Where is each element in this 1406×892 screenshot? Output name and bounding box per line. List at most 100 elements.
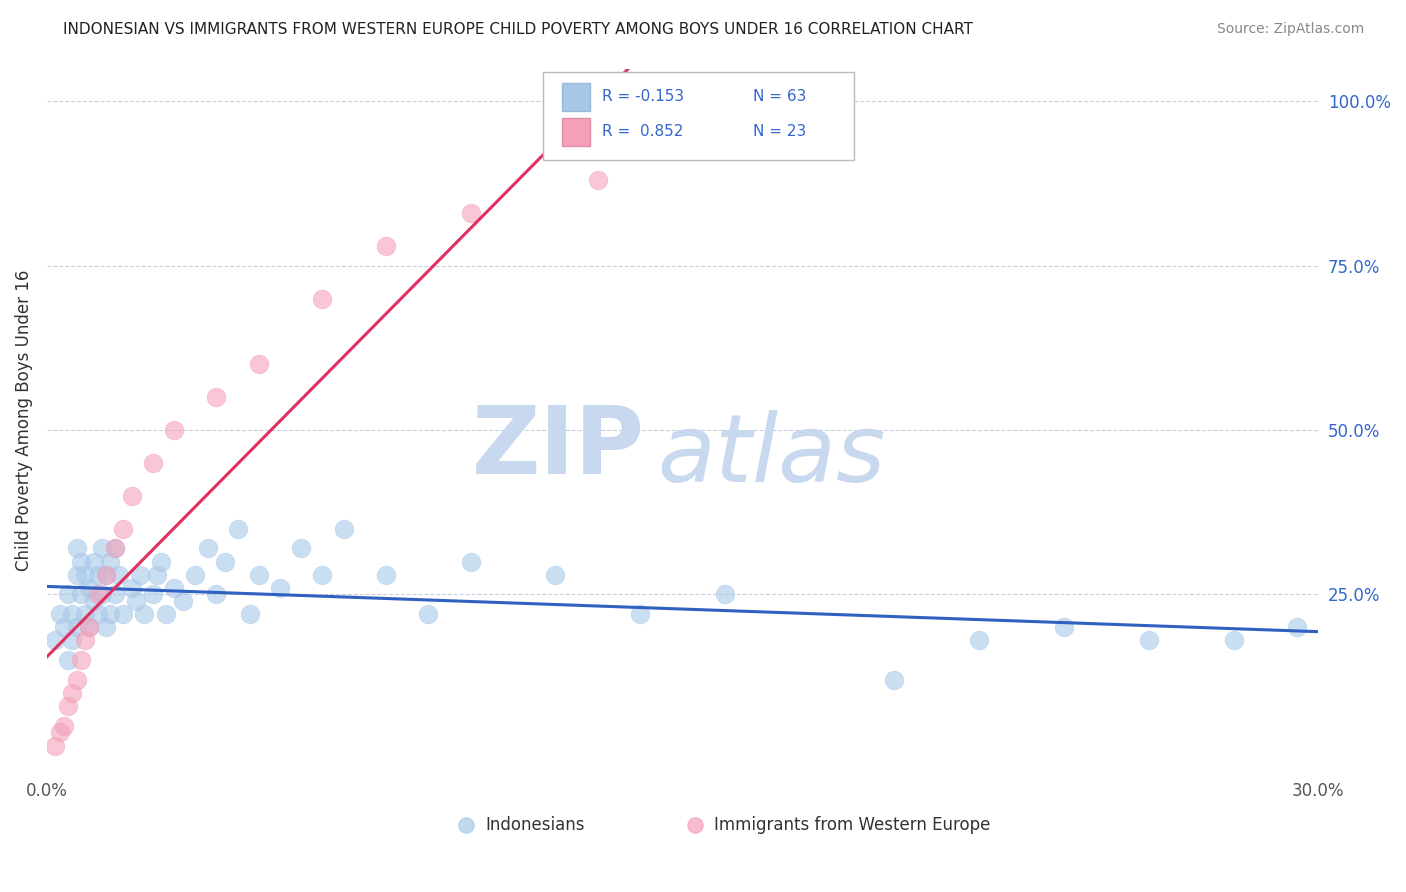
Point bbox=[311, 292, 333, 306]
Point bbox=[56, 653, 79, 667]
Point bbox=[65, 673, 87, 687]
Point bbox=[205, 390, 228, 404]
Text: N = 63: N = 63 bbox=[752, 89, 806, 104]
Text: Indonesians: Indonesians bbox=[485, 815, 585, 834]
Point bbox=[69, 555, 91, 569]
Point bbox=[121, 489, 143, 503]
Point bbox=[44, 739, 66, 753]
Point bbox=[460, 555, 482, 569]
Point bbox=[96, 567, 118, 582]
Point bbox=[73, 607, 96, 621]
Point bbox=[172, 594, 194, 608]
Point bbox=[163, 581, 186, 595]
Point bbox=[1137, 633, 1160, 648]
Point bbox=[104, 587, 127, 601]
Point bbox=[883, 673, 905, 687]
Point bbox=[83, 555, 105, 569]
Text: R = -0.153: R = -0.153 bbox=[603, 89, 685, 104]
Point bbox=[60, 607, 83, 621]
Point bbox=[247, 357, 270, 371]
Point bbox=[146, 567, 169, 582]
Point bbox=[77, 620, 100, 634]
Point bbox=[460, 206, 482, 220]
Point bbox=[73, 633, 96, 648]
Point bbox=[91, 587, 114, 601]
Point bbox=[96, 620, 118, 634]
Point bbox=[129, 567, 152, 582]
Point bbox=[87, 567, 110, 582]
Point bbox=[142, 456, 165, 470]
Point bbox=[184, 567, 207, 582]
Point bbox=[332, 522, 354, 536]
Point bbox=[142, 587, 165, 601]
Point bbox=[65, 541, 87, 556]
Point bbox=[100, 607, 122, 621]
Point bbox=[48, 607, 70, 621]
Point bbox=[239, 607, 262, 621]
Point bbox=[91, 541, 114, 556]
Point bbox=[87, 587, 110, 601]
Point bbox=[121, 581, 143, 595]
Point bbox=[290, 541, 312, 556]
Point bbox=[226, 522, 249, 536]
Point bbox=[48, 725, 70, 739]
Point bbox=[52, 620, 75, 634]
Point bbox=[104, 541, 127, 556]
Point bbox=[96, 567, 118, 582]
Point bbox=[56, 587, 79, 601]
FancyBboxPatch shape bbox=[543, 72, 855, 160]
Point bbox=[56, 699, 79, 714]
Point bbox=[967, 633, 990, 648]
Point bbox=[125, 594, 148, 608]
Point bbox=[60, 686, 83, 700]
Point bbox=[100, 555, 122, 569]
Text: INDONESIAN VS IMMIGRANTS FROM WESTERN EUROPE CHILD POVERTY AMONG BOYS UNDER 16 C: INDONESIAN VS IMMIGRANTS FROM WESTERN EU… bbox=[63, 22, 973, 37]
Point bbox=[77, 581, 100, 595]
Point bbox=[112, 522, 135, 536]
Point bbox=[52, 719, 75, 733]
Point bbox=[197, 541, 219, 556]
Point bbox=[163, 423, 186, 437]
Point bbox=[134, 607, 156, 621]
Point bbox=[108, 567, 131, 582]
Point bbox=[374, 567, 396, 582]
Text: N = 23: N = 23 bbox=[752, 124, 806, 139]
Point bbox=[1222, 633, 1244, 648]
Point bbox=[155, 607, 177, 621]
Point bbox=[150, 555, 173, 569]
Point bbox=[374, 239, 396, 253]
Point bbox=[77, 620, 100, 634]
Point bbox=[418, 607, 440, 621]
Bar bbox=[562, 83, 589, 111]
Text: ZIP: ZIP bbox=[471, 402, 644, 494]
Text: Immigrants from Western Europe: Immigrants from Western Europe bbox=[714, 815, 991, 834]
Point bbox=[214, 555, 236, 569]
Point bbox=[671, 107, 693, 121]
Y-axis label: Child Poverty Among Boys Under 16: Child Poverty Among Boys Under 16 bbox=[15, 269, 32, 571]
Bar bbox=[562, 118, 589, 146]
Point bbox=[714, 587, 737, 601]
Point bbox=[628, 607, 651, 621]
Point bbox=[311, 567, 333, 582]
Text: Source: ZipAtlas.com: Source: ZipAtlas.com bbox=[1216, 22, 1364, 37]
Point bbox=[65, 620, 87, 634]
Point bbox=[205, 587, 228, 601]
Text: atlas: atlas bbox=[657, 409, 886, 501]
Point bbox=[586, 173, 609, 187]
Point bbox=[69, 587, 91, 601]
Point bbox=[73, 567, 96, 582]
Point bbox=[83, 594, 105, 608]
Point bbox=[60, 633, 83, 648]
Text: R =  0.852: R = 0.852 bbox=[603, 124, 683, 139]
Point bbox=[1053, 620, 1076, 634]
Point bbox=[269, 581, 291, 595]
Point bbox=[87, 607, 110, 621]
Point bbox=[1286, 620, 1309, 634]
Point bbox=[112, 607, 135, 621]
Point bbox=[44, 633, 66, 648]
Point bbox=[544, 567, 567, 582]
Point bbox=[69, 653, 91, 667]
Point bbox=[104, 541, 127, 556]
Point bbox=[247, 567, 270, 582]
Point bbox=[65, 567, 87, 582]
